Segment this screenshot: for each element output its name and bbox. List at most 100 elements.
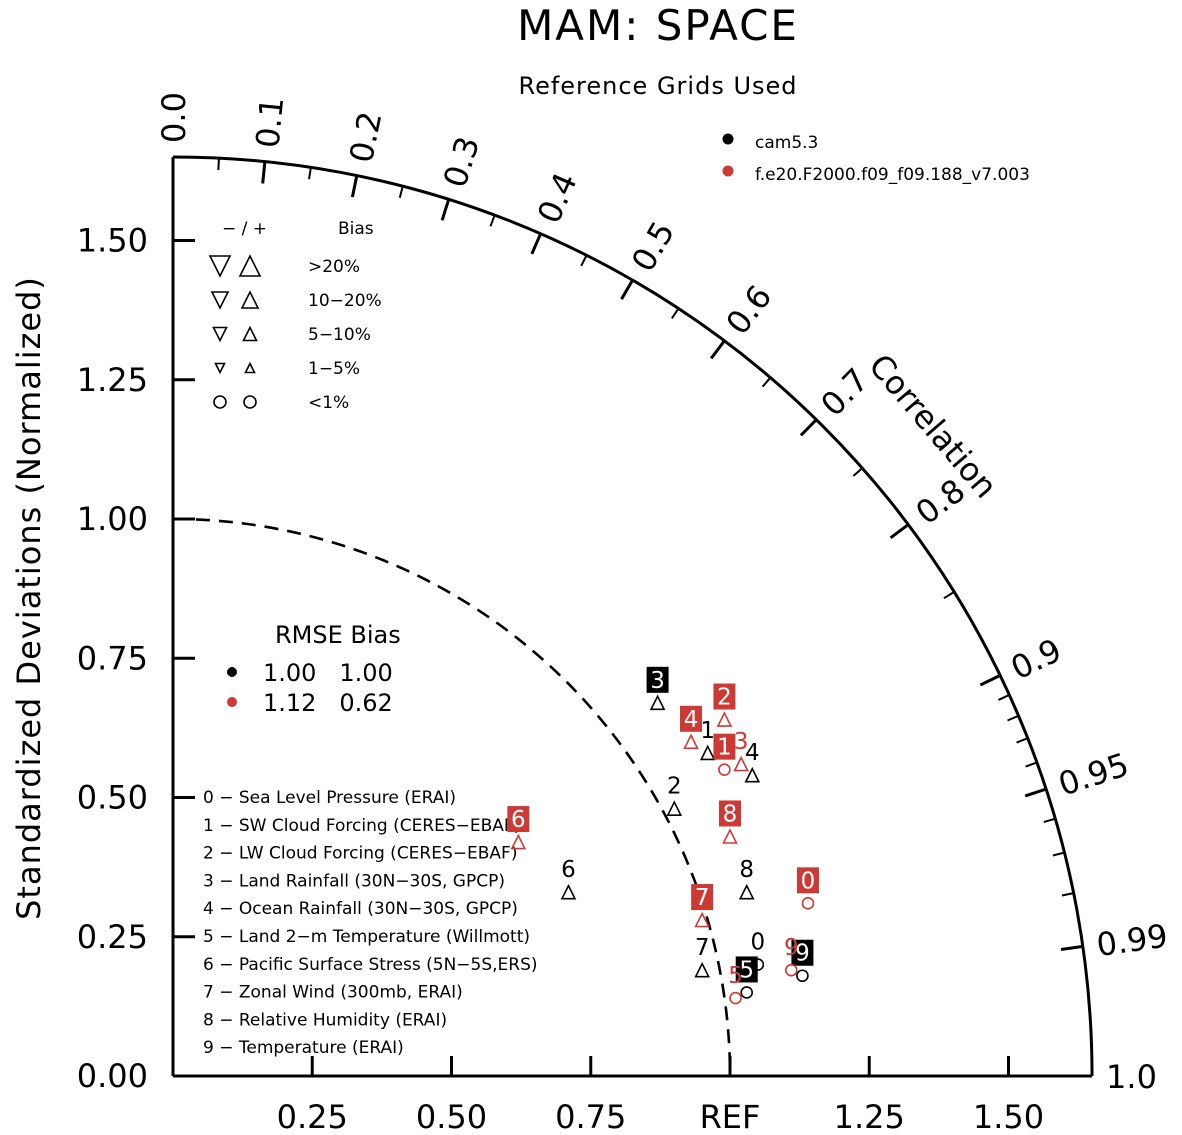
correlation-minor-tick — [308, 167, 312, 180]
correlation-tick-label: 0.95 — [1054, 745, 1134, 803]
data-point-marker — [510, 833, 527, 850]
stats-row-values: 1.00 1.00 — [263, 659, 393, 687]
correlation-tick — [1024, 787, 1047, 798]
data-point-marker — [560, 883, 577, 900]
correlation-minor-tick — [1052, 851, 1065, 857]
data-point-label: 0 — [801, 868, 816, 894]
x-tick-label: 1.50 — [973, 1098, 1044, 1135]
data-point-label: 5 — [728, 963, 743, 989]
data-point-marker — [740, 986, 754, 999]
data-point-marker — [649, 694, 666, 711]
correlation-tick-label: 0.3 — [436, 132, 488, 192]
data-point-label: 2 — [667, 774, 682, 800]
data-point: 7 — [694, 935, 710, 978]
data-point: 7 — [691, 884, 714, 928]
data-point: 6 — [507, 806, 530, 850]
data-point: 9 — [791, 939, 814, 983]
x-tick-label: 0.25 — [277, 1098, 348, 1135]
stats-table: RMSE Bias 1.00 1.001.12 0.62 — [227, 621, 401, 717]
data-point-label: 1 — [717, 735, 732, 761]
bias-key-up-triangle — [240, 290, 260, 309]
correlation-tick-label: 0.2 — [342, 108, 389, 165]
correlation-minor-tick — [489, 214, 496, 227]
data-point-marker — [694, 961, 710, 978]
stats-header: RMSE Bias — [275, 621, 401, 649]
data-point: 2 — [666, 774, 683, 816]
correlation-minor-tick — [1007, 714, 1019, 722]
chart-subtitle: Reference Grids Used — [518, 72, 797, 100]
correlation-tick-label: 0.1 — [248, 95, 291, 149]
legend-dot — [722, 165, 734, 177]
correlation-minor-tick — [1025, 761, 1038, 768]
correlation-minor-tick — [580, 254, 588, 267]
correlation-tick-label: 0.6 — [718, 278, 779, 342]
bias-key-up-triangle — [244, 361, 256, 374]
variable-list-item: 5 − Land 2−m Temperature (Willmott) — [203, 927, 530, 947]
variable-list-item: 8 − Relative Humidity (ERAI) — [203, 1010, 447, 1030]
correlation-minor-tick — [1016, 737, 1029, 744]
bias-key-down-triangle — [212, 326, 228, 343]
data-point-label-box — [791, 939, 814, 966]
bias-key-up-triangle — [242, 325, 258, 342]
data-point: 3 — [646, 666, 669, 711]
variable-list-item: 7 − Zonal Wind (300mb, ERAI) — [203, 983, 463, 1003]
data-point-label-box — [680, 705, 703, 732]
y-tick-label: 0.25 — [77, 918, 148, 956]
data-point-label: 3 — [734, 729, 749, 755]
data-point: 1 — [713, 733, 736, 776]
data-point-label: 9 — [795, 941, 810, 967]
data-point-label-box — [713, 733, 736, 760]
data-point-label-box — [796, 867, 819, 894]
data-point: 3 — [733, 729, 749, 772]
bias-key-signs: − / + — [222, 219, 267, 239]
correlation-minor-tick — [1043, 817, 1056, 823]
variable-list-item: 2 − LW Cloud Forcing (CERES−EBAF) — [203, 844, 517, 864]
data-point: 4 — [680, 705, 703, 750]
variable-list: 0 − Sea Level Pressure (ERAI) 1 − SW Clou… — [203, 788, 538, 1058]
correlation-minor-tick — [398, 185, 404, 199]
bias-key-circle — [213, 395, 227, 409]
data-point: 1 — [699, 718, 716, 761]
bias-key-label: >20% — [308, 257, 360, 277]
correlation-tick — [889, 523, 910, 539]
data-point-marker — [784, 963, 798, 977]
y-tick-label: 0.75 — [77, 639, 148, 677]
variable-list-item: 0 − Sea Level Pressure (ERAI) — [203, 788, 456, 808]
data-point-label-box — [713, 683, 736, 710]
data-point-label-box — [735, 956, 758, 983]
correlation-tick — [440, 198, 451, 221]
data-point: 2 — [713, 683, 736, 727]
bias-key-down-triangle — [214, 362, 226, 375]
bias-key: − / + Bias >20% 10−20% 5−10% 1−5% <1% — [208, 219, 382, 413]
correlation-tick-label: 0.4 — [530, 167, 585, 229]
data-point-label: 1 — [700, 718, 715, 744]
data-point-marker — [729, 991, 742, 1005]
bias-key-label: <1% — [308, 393, 349, 413]
correlation-minor-tick — [1061, 892, 1074, 897]
stats-row-values: 1.12 0.62 — [263, 689, 393, 717]
correlation-axis-label: Correlation — [861, 347, 1005, 506]
variable-list-item: 9 − Temperature (ERAI) — [203, 1038, 404, 1058]
data-point-marker — [666, 800, 683, 816]
data-point-label: 0 — [751, 930, 766, 956]
data-point: 9 — [784, 935, 799, 977]
correlation-tick — [710, 339, 726, 360]
data-point-label-box — [719, 800, 741, 827]
correlation-tick-label: 0.5 — [624, 215, 682, 278]
stats-row-dot — [227, 667, 237, 677]
variable-list-item: 4 − Ocean Rainfall (30N−30S, GPCP) — [203, 899, 518, 919]
data-point-label-box — [646, 666, 669, 693]
data-point-label: 4 — [684, 707, 699, 733]
data-point-marker — [801, 897, 815, 910]
data-point: 5 — [735, 956, 758, 999]
data-point-marker — [733, 755, 749, 772]
data-point-marker — [722, 828, 738, 844]
x-tick-label: 1.25 — [834, 1098, 905, 1135]
data-point-label: 9 — [784, 935, 799, 961]
data-point-marker — [796, 969, 809, 983]
data-point-marker — [694, 911, 710, 928]
data-point-label: 8 — [739, 857, 754, 883]
outer-arc — [172, 155, 1094, 1077]
